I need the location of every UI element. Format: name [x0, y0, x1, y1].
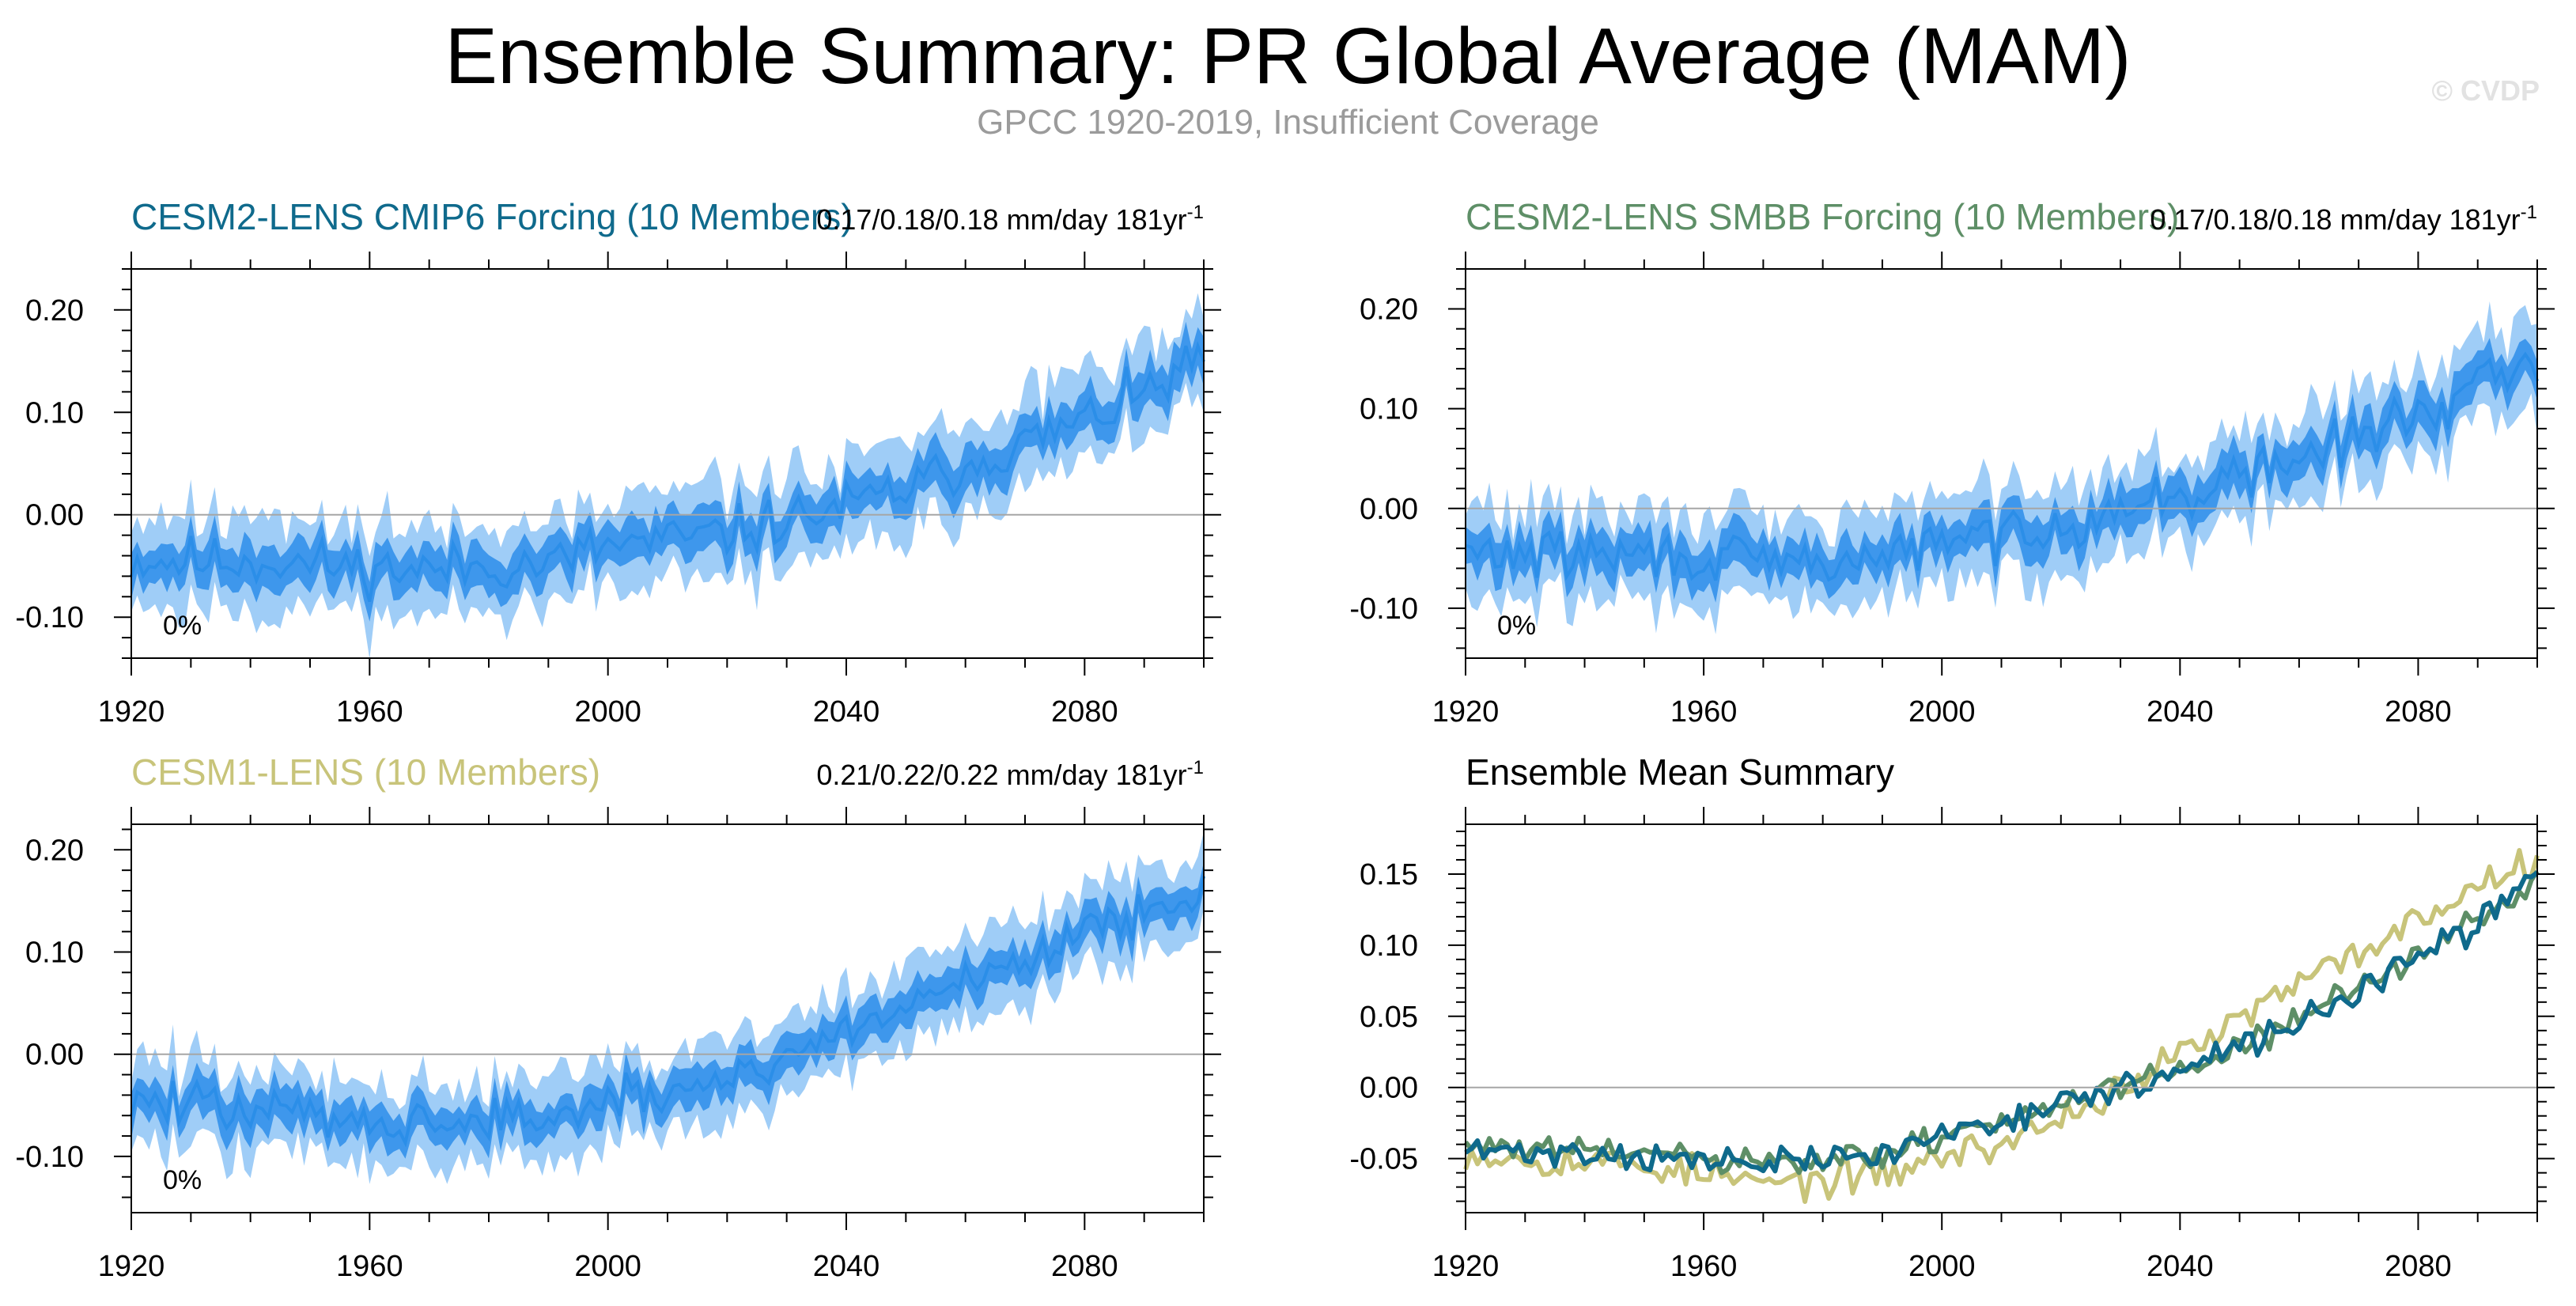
cmip6-xtick-label: 1920 — [98, 695, 165, 729]
cmip6-stats-text: 0.17/0.18/0.18 mm/day 181yr — [816, 203, 1186, 236]
cmip6-panel-stats: 0.17/0.18/0.18 mm/day 181yr-1 — [816, 202, 1204, 236]
smbb-percent-label: 0% — [1497, 611, 1536, 641]
cmip6-ensemble-mean-line — [130, 341, 1205, 603]
summary-line-cesm1-lens — [1463, 848, 2540, 1204]
smbb-ensemble-mean-line — [1465, 351, 2539, 582]
cmip6-xtick-label: 2080 — [1051, 695, 1118, 729]
cmip6-xtick-label: 2040 — [813, 695, 880, 729]
cmip6-ytick-label: 0.10 — [25, 396, 84, 430]
cesm1-xtick-label: 2000 — [574, 1250, 641, 1283]
cmip6-outer-band — [131, 293, 1204, 660]
smbb-xtick-label: 2080 — [2385, 695, 2452, 729]
smbb-xtick-label: 2040 — [2147, 695, 2214, 729]
summary-xtick-label: 1960 — [1670, 1250, 1738, 1283]
smbb-ytick-label: 0.00 — [1360, 493, 1418, 526]
cmip6-xtick-label: 1960 — [336, 695, 403, 729]
panel-summary: 1920 1960 2000 2040 2080 -0.05 0.00 0.05 0.10 0.1… — [1349, 751, 2555, 1283]
smbb-stats-superscript: -1 — [2521, 202, 2537, 223]
cesm1-xtick-label: 2040 — [813, 1250, 880, 1283]
cesm1-ytick-label: 0.00 — [25, 1039, 84, 1072]
smbb-ytick-label: 0.20 — [1360, 293, 1418, 326]
cvdp-watermark: © CVDP — [2431, 74, 2540, 107]
cesm1-stats-superscript: -1 — [1187, 757, 1204, 778]
cmip6-ytick-label: -0.10 — [15, 601, 84, 634]
cmip6-stats-superscript: -1 — [1187, 202, 1204, 223]
smbb-stats-text: 0.17/0.18/0.18 mm/day 181yr — [2150, 203, 2520, 236]
smbb-ytick-label: -0.10 — [1349, 592, 1418, 626]
cesm1-panel-stats: 0.21/0.22/0.22 mm/day 181yr-1 — [816, 757, 1204, 791]
summary-ytick-label: 0.10 — [1360, 929, 1418, 963]
cesm1-panel-title: CESM1-LENS (10 Members) — [131, 751, 600, 793]
smbb-panel-stats: 0.17/0.18/0.18 mm/day 181yr-1 — [2150, 202, 2537, 236]
cesm1-ytick-label: -0.10 — [15, 1141, 84, 1174]
smbb-xtick-label: 1960 — [1670, 695, 1738, 729]
summary-ytick-label: 0.15 — [1360, 858, 1418, 891]
smbb-ytick-label: 0.10 — [1360, 393, 1418, 426]
cesm1-xtick-label: 2080 — [1051, 1250, 1118, 1283]
summary-xtick-label: 2040 — [2147, 1250, 2214, 1283]
cesm1-ytick-label: 0.20 — [25, 834, 84, 867]
cmip6-panel-title: CESM2-LENS CMIP6 Forcing (10 Members) — [131, 196, 853, 237]
smbb-xtick-label: 2000 — [1908, 695, 1976, 729]
cesm1-xtick-label: 1920 — [98, 1250, 165, 1283]
cesm1-stats-text: 0.21/0.22/0.22 mm/day 181yr — [816, 759, 1186, 791]
cesm1-ytick-label: 0.10 — [25, 937, 84, 970]
summary-line-cesm2-lens-cmip6-forcing — [1464, 870, 2539, 1174]
summary-line-cesm2-lens-smbb-forcing — [1463, 869, 2540, 1175]
summary-ytick-label: 0.00 — [1360, 1072, 1418, 1105]
cesm1-xtick-label: 1960 — [336, 1250, 403, 1283]
panel-cmip6: 1920 1960 2000 2040 2080 -0.10 0.00 0.10 0.20 CES… — [15, 196, 1221, 729]
cmip6-percent-label: 0% — [163, 611, 202, 641]
summary-panel-title: Ensemble Mean Summary — [1466, 751, 1894, 793]
cmip6-ytick-label: 0.20 — [25, 294, 84, 327]
cmip6-ytick-label: 0.00 — [25, 499, 84, 532]
summary-xtick-label: 2080 — [2385, 1250, 2452, 1283]
panel-cesm1: 1920 1960 2000 2040 2080 -0.10 0.00 0.10 0.20 CES… — [15, 751, 1221, 1283]
cesm1-percent-label: 0% — [163, 1165, 202, 1195]
summary-ytick-label: 0.05 — [1360, 1001, 1418, 1034]
figure-title: Ensemble Summary: PR Global Average (MAM… — [444, 12, 2132, 100]
cmip6-xtick-label: 2000 — [574, 695, 641, 729]
smbb-panel-title: CESM2-LENS SMBB Forcing (10 Members) — [1466, 196, 2179, 237]
figure-subtitle: GPCC 1920-2019, Insufficient Coverage — [977, 103, 1599, 142]
smbb-xtick-label: 1920 — [1432, 695, 1500, 729]
cesm1-ensemble-mean-line — [130, 876, 1205, 1148]
summary-ytick-label: -0.05 — [1349, 1143, 1418, 1176]
summary-xtick-label: 1920 — [1432, 1250, 1500, 1283]
panel-smbb: 1920 1960 2000 2040 2080 -0.10 0.00 0.10 0.20 CES… — [1349, 196, 2555, 729]
summary-xtick-label: 2000 — [1908, 1250, 1976, 1283]
